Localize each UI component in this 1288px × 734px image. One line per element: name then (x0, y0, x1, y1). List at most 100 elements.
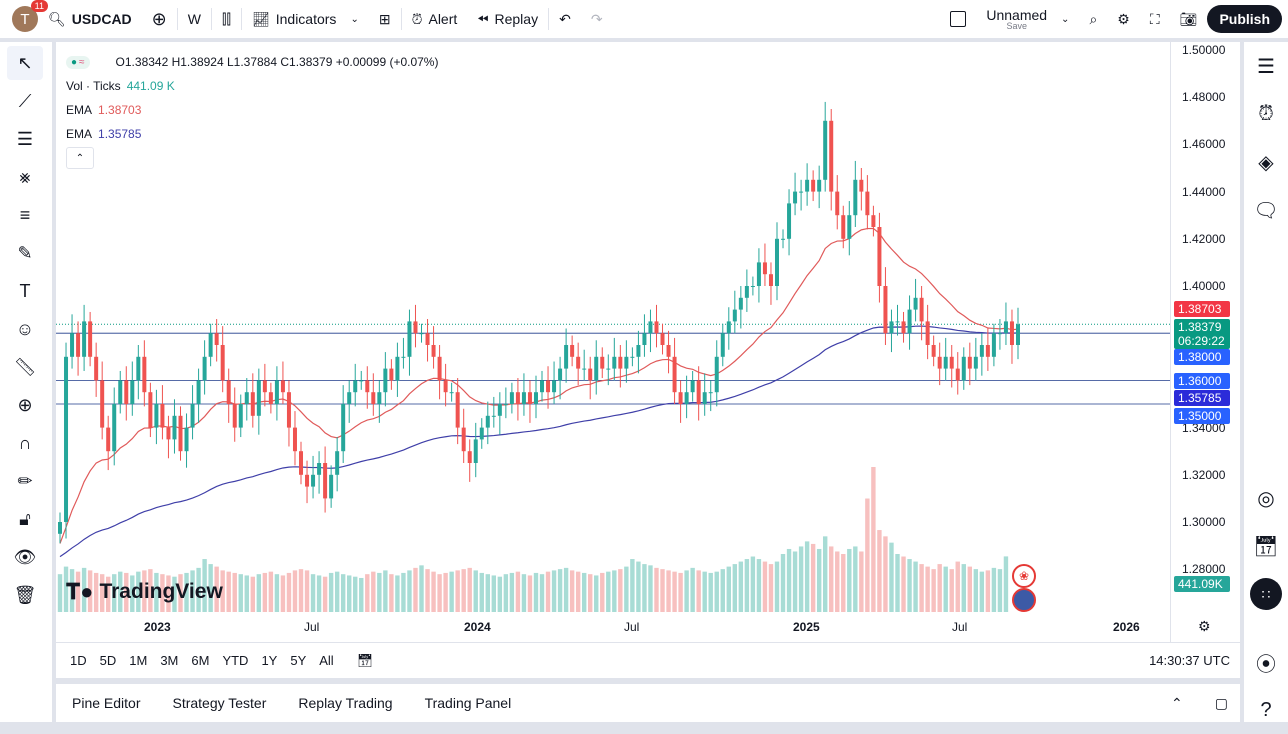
candle-body (931, 345, 936, 357)
bottom-tab[interactable]: Pine Editor (72, 695, 141, 711)
range-ytd[interactable]: YTD (222, 653, 249, 668)
templates-button[interactable]: ⊞ (369, 0, 401, 38)
trendline-icon: ⟋ (18, 90, 32, 111)
hide-tool[interactable]: 👁︎ (7, 540, 43, 574)
candle-body (823, 120, 828, 180)
measure-tool[interactable]: 📏︎ (7, 350, 43, 384)
collapse-legend-button[interactable]: ⌃ (66, 147, 94, 169)
layout-button[interactable]: Unnamed Save ⌄ (940, 0, 1079, 38)
publish-button[interactable]: Publish (1207, 5, 1282, 33)
price-tick: 1.30000 (1182, 515, 1226, 529)
magnet-tool[interactable]: ∩ (7, 426, 43, 460)
axis-settings-button[interactable]: ⚙ (1198, 618, 1211, 635)
trendline-tool[interactable]: ⟋ (7, 84, 43, 118)
price-label-text: 1.35785 (1178, 391, 1222, 405)
candle-body (799, 191, 804, 193)
volume-bar (75, 571, 81, 612)
candle-body (979, 345, 984, 357)
volume-bar (780, 554, 786, 612)
candle-body (449, 392, 454, 394)
bottom-tab[interactable]: Trading Panel (424, 695, 512, 711)
volume-bar (841, 554, 846, 612)
alert-button[interactable]: ⏰︎ Alert (411, 10, 458, 28)
divider (210, 8, 212, 30)
price-tick: 1.32000 (1182, 467, 1226, 482)
chart-type-button[interactable]: ⫿⫿ (212, 0, 241, 38)
time-tick: Jul (952, 620, 968, 634)
right-sidebar: ☰ ⏰︎ ◈ 🗨︎ ◎ 📅︎ ∷ ⦿ ? (1244, 42, 1288, 722)
volume-axis-label: 441.09K (1174, 576, 1230, 592)
candle-body (214, 333, 219, 345)
clock[interactable]: 14:30:37 UTC (1149, 653, 1230, 668)
volume-bar (648, 565, 653, 612)
compare-button[interactable]: ⊕ (142, 0, 177, 38)
apps-button[interactable]: ∷ (1244, 570, 1288, 618)
redo-button[interactable]: ↷ (581, 0, 613, 38)
chevron-up-icon: ⌃ (1171, 694, 1183, 711)
range-1m[interactable]: 1M (129, 653, 148, 668)
chevron-down-icon: ⌄ (350, 13, 359, 25)
candle-body (244, 392, 249, 404)
screenshot-button[interactable]: 📷︎ (1170, 0, 1208, 38)
lock-tool[interactable]: 🔓︎ (7, 502, 43, 536)
streams-button[interactable]: ⦿ (1244, 638, 1288, 686)
fullscreen-button[interactable]: ⛶ (1140, 0, 1170, 38)
status-pill[interactable]: ● ≈ (66, 55, 90, 69)
range-all[interactable]: All (319, 653, 334, 668)
time-tick: Jul (304, 620, 320, 634)
indicators-button[interactable]: 📈︎ Indicators ⌄ (251, 10, 359, 28)
volume-bar (184, 572, 189, 612)
text-tool[interactable]: T (7, 274, 43, 308)
candle-body (1016, 324, 1020, 345)
date-range-button[interactable]: 📅︎ (357, 653, 374, 669)
replay-button[interactable]: ⏪︎ Replay (477, 10, 539, 28)
emoji-tool[interactable]: ☺ (7, 312, 43, 346)
quick-search-button[interactable]: ⌕ (1079, 0, 1107, 38)
chat-button[interactable]: 🗨︎ (1244, 186, 1288, 234)
volume-bar (835, 551, 840, 612)
stay-drawing-tool[interactable]: ✏ (7, 464, 43, 498)
undo-button[interactable]: ↶ (549, 0, 581, 38)
bottom-tab[interactable]: Strategy Tester (172, 695, 267, 711)
volume-bar (792, 551, 798, 612)
alerts-button[interactable]: ⏰︎ (1244, 90, 1288, 138)
horizontal-lines-tool[interactable]: ☰ (7, 122, 43, 156)
ideas-button[interactable]: ◎ (1244, 474, 1288, 522)
candle-body (172, 415, 177, 440)
fib-tool[interactable]: ≡ (7, 198, 43, 232)
zoom-tool[interactable]: ⊕ (7, 388, 43, 422)
range-1y[interactable]: 1Y (261, 653, 278, 668)
ema-fast-line (59, 227, 1019, 544)
help-button[interactable]: ? (1244, 686, 1288, 734)
range-3m[interactable]: 3M (160, 653, 179, 668)
range-1d[interactable]: 1D (70, 653, 87, 668)
range-5y[interactable]: 5Y (290, 653, 307, 668)
price-chart[interactable] (56, 42, 1240, 642)
maximize-panel-button[interactable]: ▢ (1215, 695, 1228, 712)
volume-bar (925, 566, 930, 612)
brush-tool[interactable]: ✎ (7, 236, 43, 270)
delete-tool[interactable]: 🗑︎ (7, 578, 43, 612)
layers-button[interactable]: ◈ (1244, 138, 1288, 186)
candle-body (805, 179, 810, 192)
cursor-tool[interactable]: ↖ (7, 46, 43, 80)
range-6m[interactable]: 6M (191, 653, 210, 668)
price-label-text: 1.38000 (1178, 350, 1222, 364)
pattern-tool[interactable]: ⨳ (7, 160, 43, 194)
ema-slow-value: 1.35785 (98, 127, 142, 141)
symbol-search[interactable]: 🔍︎ USDCAD (48, 10, 132, 28)
chart-pane[interactable]: ● ≈ O1.38342 H1.38924 L1.37884 C1.38379 +0… (56, 42, 1240, 678)
collapse-panel-button[interactable]: ⌃ (1171, 695, 1183, 712)
avatar[interactable]: T 11 (12, 0, 48, 32)
watchlist-button[interactable]: ☰ (1244, 42, 1288, 90)
candle-body (744, 286, 749, 298)
bottom-tab[interactable]: Replay Trading (298, 695, 393, 711)
volume-bar (238, 574, 243, 612)
price-label: 1.35785 (1174, 390, 1230, 406)
settings-button[interactable]: ⚙ (1107, 0, 1140, 38)
candle-body (714, 356, 719, 393)
calendar-button[interactable]: 📅︎ (1244, 522, 1288, 570)
interval-button[interactable]: W (187, 11, 201, 27)
volume-bar (527, 575, 533, 612)
range-5d[interactable]: 5D (99, 653, 117, 668)
